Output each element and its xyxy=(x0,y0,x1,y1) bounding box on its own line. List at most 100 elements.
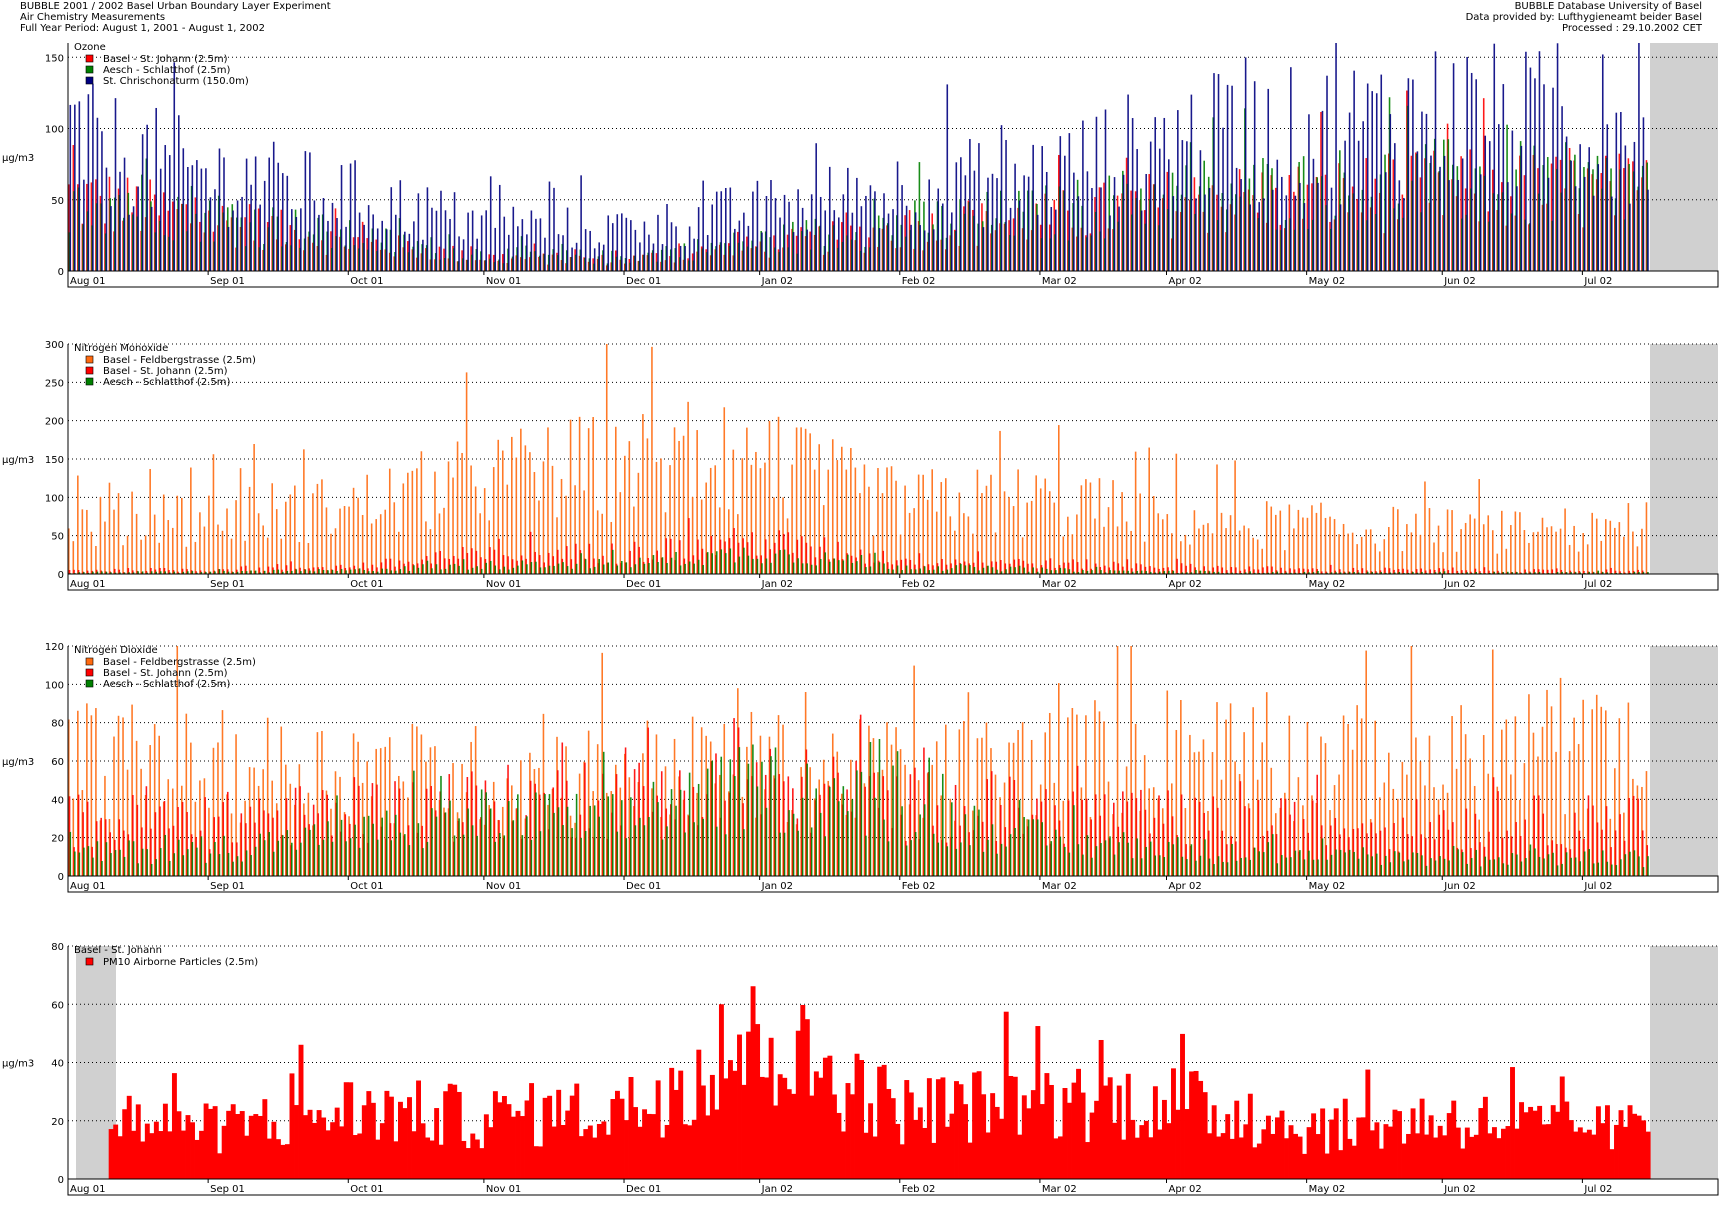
bar xyxy=(1430,858,1432,876)
bar xyxy=(77,710,79,876)
bar xyxy=(542,461,545,574)
bar xyxy=(1217,74,1220,271)
bar xyxy=(489,176,492,271)
bar xyxy=(1181,572,1184,574)
x-tick-label: Jan 02 xyxy=(761,1184,793,1195)
bar xyxy=(173,62,176,271)
bar xyxy=(110,853,112,876)
bar xyxy=(74,851,76,876)
bar xyxy=(199,780,201,876)
bar xyxy=(1556,43,1559,271)
bar xyxy=(1595,518,1598,574)
bar xyxy=(119,171,121,271)
bar xyxy=(596,1123,602,1179)
bar xyxy=(172,825,175,876)
x-tick-label: Dec 01 xyxy=(626,881,661,892)
bar xyxy=(466,552,469,574)
bar xyxy=(991,567,994,574)
bar xyxy=(119,572,121,574)
bar xyxy=(1629,851,1631,876)
bar xyxy=(1335,43,1337,271)
bar xyxy=(1032,819,1034,876)
bar xyxy=(986,779,988,876)
bar xyxy=(1352,567,1355,574)
bar xyxy=(1180,794,1183,876)
bar xyxy=(1398,180,1401,271)
bar xyxy=(905,565,908,574)
legend-entry: Aesch - Schlatthof (2.5m) xyxy=(103,65,230,76)
bar xyxy=(1632,531,1634,574)
bar xyxy=(919,225,921,271)
bar xyxy=(1303,859,1306,876)
bar xyxy=(1618,718,1621,876)
bar xyxy=(850,1094,855,1179)
bar xyxy=(86,703,88,876)
bar xyxy=(1253,847,1256,876)
bar xyxy=(842,786,845,876)
bar xyxy=(1054,209,1057,271)
bar xyxy=(1397,509,1399,574)
bar xyxy=(90,715,93,876)
bar xyxy=(1541,517,1544,574)
bar xyxy=(1542,813,1545,876)
bar xyxy=(1168,570,1170,574)
bar xyxy=(679,565,682,574)
bar xyxy=(1637,798,1639,876)
bar xyxy=(140,539,142,574)
bar xyxy=(1597,164,1600,271)
bar xyxy=(1501,729,1503,876)
bar xyxy=(734,228,736,271)
bar xyxy=(1514,716,1517,876)
bar xyxy=(388,468,391,574)
bar xyxy=(946,569,949,574)
bar xyxy=(1365,650,1367,876)
bar xyxy=(257,208,260,271)
bar xyxy=(1493,571,1496,574)
bar xyxy=(819,559,822,574)
bar xyxy=(244,1135,250,1179)
bar xyxy=(1220,1133,1226,1179)
bar xyxy=(976,1071,982,1179)
bar xyxy=(1050,570,1053,574)
bar xyxy=(325,1130,331,1179)
bar xyxy=(467,808,469,876)
bar xyxy=(922,1127,928,1179)
bar xyxy=(797,558,799,574)
bar xyxy=(935,511,938,574)
bar xyxy=(1371,91,1373,272)
legend-swatch xyxy=(85,679,94,688)
bar xyxy=(408,570,411,574)
bar xyxy=(1498,124,1500,272)
bar xyxy=(878,228,881,271)
bar xyxy=(92,571,94,574)
bar xyxy=(978,143,980,271)
bar xyxy=(452,763,454,876)
bar xyxy=(675,552,677,574)
bar xyxy=(1071,534,1074,574)
bar xyxy=(917,780,920,876)
bar xyxy=(792,562,795,574)
bar xyxy=(1647,856,1649,876)
bar xyxy=(1166,1123,1172,1179)
bar xyxy=(967,1142,973,1179)
bar xyxy=(619,492,622,574)
bar xyxy=(629,550,631,574)
bar xyxy=(1407,859,1410,876)
bar xyxy=(162,192,165,271)
bar xyxy=(1338,534,1340,574)
bar xyxy=(443,1091,449,1179)
bar xyxy=(743,212,745,271)
bar xyxy=(1073,571,1075,574)
bar xyxy=(1181,140,1184,271)
bar xyxy=(864,786,866,876)
bar xyxy=(1507,571,1509,574)
bar xyxy=(1564,814,1566,876)
header-provider: Data provided by: Lufthygieneamt beider … xyxy=(1465,12,1702,23)
bar xyxy=(363,816,365,876)
bar xyxy=(453,563,456,574)
bar xyxy=(779,217,781,271)
x-tick-label: Jun 02 xyxy=(1443,579,1476,590)
bar xyxy=(1523,763,1526,876)
y-tick-label: 150 xyxy=(45,455,64,466)
bar xyxy=(1113,570,1116,574)
